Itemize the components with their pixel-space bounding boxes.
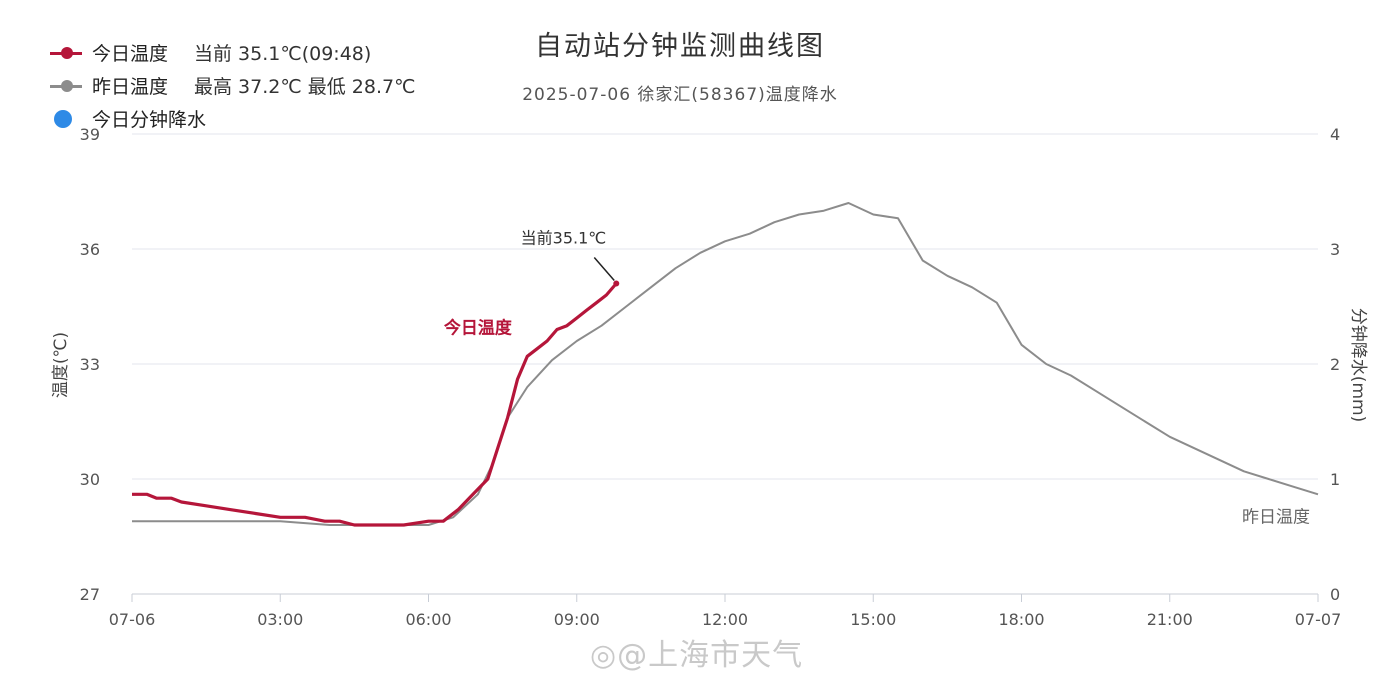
y2-tick-label: 4 — [1330, 125, 1340, 144]
series-line-today — [132, 282, 618, 527]
current-annotation: 当前35.1℃ — [521, 229, 607, 248]
y2-tick-label: 3 — [1330, 240, 1340, 259]
yesterday-series-label: 昨日温度 — [1242, 507, 1310, 527]
x-tick-label: 12:00 — [702, 610, 748, 629]
y2-axis-label: 分钟降水(mm) — [1348, 308, 1368, 422]
chart-title: 自动站分钟监测曲线图 — [535, 31, 825, 62]
y-tick-label: 36 — [80, 240, 100, 259]
y2-tick-label: 0 — [1330, 585, 1340, 604]
y2-tick-label: 2 — [1330, 355, 1340, 374]
y-axis-left-ticks: 27 30 33 36 39 — [80, 125, 100, 604]
x-tick-label: 21:00 — [1147, 610, 1193, 629]
today-series-label: 今日温度 — [444, 317, 513, 338]
y-tick-label: 39 — [80, 125, 100, 144]
y-tick-label: 33 — [80, 355, 100, 374]
legend-label: 昨日温度 — [92, 76, 169, 98]
y2-tick-label: 1 — [1330, 470, 1340, 489]
x-axis-ticks: 07-06 03:00 06:00 09:00 12:00 15:00 18:00 21:00… — [109, 594, 1342, 629]
y-tick-label: 30 — [80, 470, 100, 489]
x-tick-label: 09:00 — [554, 610, 600, 629]
legend-item-yesterday-temp[interactable]: 昨日温度 最高 37.2℃ 最低 28.7℃ — [48, 69, 415, 102]
x-tick-label: 07-06 — [109, 610, 156, 629]
series-line-yesterday — [132, 202, 1319, 526]
x-tick-label: 18:00 — [998, 610, 1044, 629]
x-tick-label: 07-07 — [1295, 610, 1342, 629]
legend-label: 今日分钟降水 — [92, 109, 207, 131]
grid — [132, 133, 1318, 595]
legend-extra: 当前 35.1℃(09:48) — [194, 43, 372, 65]
legend-extra: 最高 37.2℃ 最低 28.7℃ — [194, 76, 416, 98]
y-tick-label: 27 — [80, 585, 100, 604]
x-tick-label: 03:00 — [257, 610, 303, 629]
y-axis-right-ticks: 0 1 2 3 4 — [1330, 125, 1340, 604]
current-pointer — [593, 257, 615, 281]
current-point — [613, 280, 620, 287]
y-axis-label: 温度(℃) — [51, 332, 71, 398]
legend: 今日温度 当前 35.1℃(09:48) 昨日温度 最高 37.2℃ 最低 28… — [48, 36, 415, 135]
legend-dot-precip — [54, 109, 72, 128]
watermark: ◎@上海市天气 — [590, 638, 804, 673]
legend-item-precip[interactable]: 今日分钟降水 — [48, 102, 415, 135]
legend-label: 今日温度 — [92, 43, 169, 65]
x-tick-label: 15:00 — [850, 610, 896, 629]
legend-dot-today — [61, 46, 73, 59]
legend-item-today-temp[interactable]: 今日温度 当前 35.1℃(09:48) — [48, 36, 415, 69]
chart-subtitle: 2025-07-06 徐家汇(58367)温度降水 — [522, 85, 838, 105]
series-lines — [132, 202, 1319, 527]
x-tick-label: 06:00 — [405, 610, 451, 629]
legend-dot-yesterday — [61, 79, 73, 92]
